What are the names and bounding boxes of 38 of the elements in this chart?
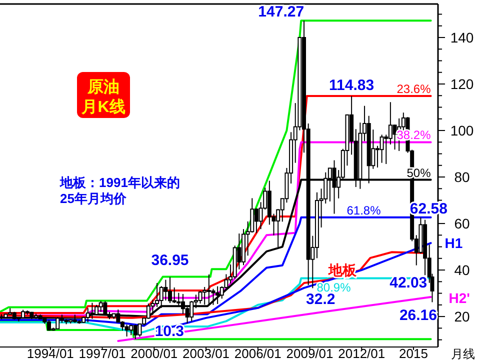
candlestick bbox=[150, 299, 155, 316]
x-tick-label: 2009/01 bbox=[286, 346, 334, 360]
annotation: 地板：1991年以来的25年月均价 bbox=[59, 175, 180, 206]
candlestick bbox=[206, 274, 211, 306]
annotation: 114.83 bbox=[329, 77, 374, 94]
candlestick bbox=[103, 300, 108, 316]
y-tick-label: 20 bbox=[454, 308, 470, 325]
y-tick-label: 140 bbox=[450, 29, 474, 46]
candlestick bbox=[380, 134, 384, 164]
x-axis-title: 月线 bbox=[451, 347, 475, 360]
annotation: 42.03 bbox=[390, 274, 428, 292]
x-tick-label: 2003/01 bbox=[182, 346, 230, 360]
annotation: 147.27 bbox=[258, 4, 304, 21]
series-label: H1 bbox=[444, 235, 463, 252]
candlestick bbox=[198, 290, 202, 304]
candlestick bbox=[129, 324, 134, 336]
series-label: 23.6% bbox=[396, 82, 432, 96]
y-tick-label: 100 bbox=[450, 122, 474, 139]
x-tick-label: 2000/01 bbox=[130, 346, 178, 360]
annotation: 36.95 bbox=[151, 252, 189, 270]
y-tick-label: 120 bbox=[450, 76, 474, 92]
candlestick bbox=[164, 279, 168, 301]
x-tick-label: 1997/01 bbox=[78, 346, 126, 360]
y-tick-label: 80 bbox=[454, 169, 470, 186]
text: 原油月K线 bbox=[80, 78, 126, 116]
x-tick-label: 1994/01 bbox=[26, 346, 74, 360]
series-label: 61.8% bbox=[346, 203, 382, 218]
series-label: H2' bbox=[448, 290, 470, 306]
x-tick-label: 2012/01 bbox=[338, 346, 386, 360]
candlestick bbox=[124, 324, 129, 338]
candlestick bbox=[98, 300, 103, 312]
annotation: 26.16 bbox=[399, 307, 438, 324]
candlestick bbox=[202, 286, 207, 306]
x-tick-label: 2015 bbox=[399, 346, 428, 360]
y-tick-label: 60 bbox=[454, 216, 470, 232]
y-tick-label: 40 bbox=[454, 262, 470, 278]
candlestick bbox=[172, 286, 176, 304]
x-tick-label: 2006/01 bbox=[234, 346, 282, 360]
